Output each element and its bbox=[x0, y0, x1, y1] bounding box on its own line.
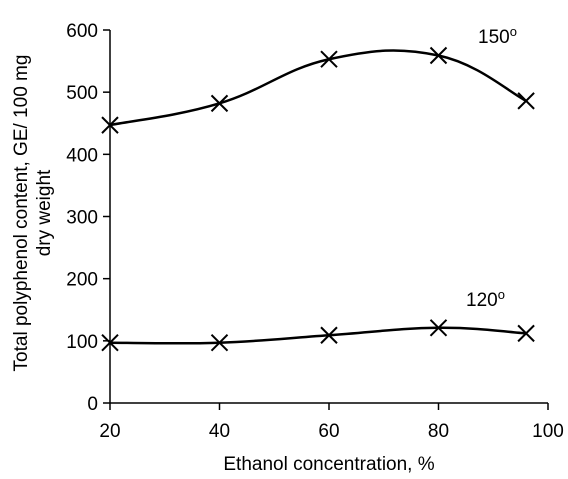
y-tick-label: 600 bbox=[66, 21, 98, 42]
series-120: 120o bbox=[101, 287, 535, 352]
x-tick-label: 20 bbox=[99, 421, 120, 442]
x-tick-label: 100 bbox=[532, 421, 564, 442]
x-tick-label: 40 bbox=[209, 421, 230, 442]
series-line bbox=[109, 49, 527, 127]
data-point-marker bbox=[101, 116, 119, 134]
data-point-marker bbox=[517, 324, 535, 343]
data-point-marker bbox=[210, 333, 229, 352]
y-axis-title: Total polyphenol content, GE/ 100 mg dry… bbox=[11, 55, 55, 372]
data-point-marker bbox=[429, 46, 448, 65]
series-label-superscript: o bbox=[498, 287, 505, 302]
data-point-marker bbox=[429, 319, 448, 337]
y-tick-label: 0 bbox=[87, 394, 98, 415]
series-150: 150o bbox=[101, 24, 535, 134]
data-point-marker bbox=[320, 326, 338, 344]
data-point-marker bbox=[517, 92, 535, 110]
series-label: 120o bbox=[466, 287, 505, 311]
x-tick-label: 60 bbox=[318, 421, 339, 442]
data-point-marker bbox=[320, 50, 338, 68]
series-layer: 150o 120o bbox=[101, 24, 535, 352]
y-tick-label: 300 bbox=[66, 208, 98, 229]
series-label-superscript: o bbox=[510, 24, 517, 39]
series-line bbox=[109, 326, 527, 345]
y-tick-label: 100 bbox=[66, 332, 98, 353]
data-point-marker bbox=[210, 94, 229, 113]
y-tick-label: 500 bbox=[66, 83, 98, 104]
axes bbox=[109, 30, 548, 404]
x-tick-label: 80 bbox=[428, 421, 449, 442]
series-label: 150o bbox=[478, 24, 517, 48]
data-point-marker bbox=[101, 333, 119, 352]
y-tick-label: 400 bbox=[66, 145, 98, 166]
x-axis-title: Ethanol concentration, % bbox=[223, 454, 434, 475]
y-tick-label: 200 bbox=[66, 270, 98, 291]
y-axis-title-line1: Total polyphenol content, GE/ 100 mg bbox=[11, 55, 32, 372]
ticks: 0 100 200 300 400 500 600 20 40 60 80 100 bbox=[66, 21, 564, 442]
y-axis-title-line2: dry weight bbox=[34, 169, 55, 256]
